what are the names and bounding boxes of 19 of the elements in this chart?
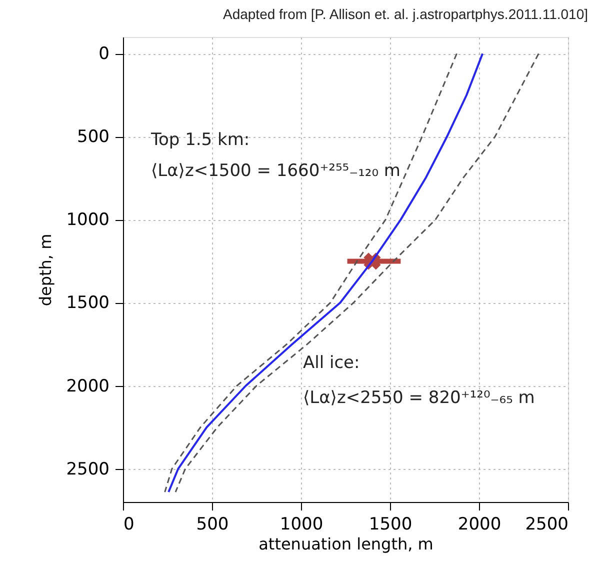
x-tick-label: 2000 — [458, 514, 502, 534]
text: Adapted from [P. Allison et. al. j.astropartphys.2011.11.010] — [222, 6, 588, 22]
y-tick-label: 1000 — [66, 210, 110, 230]
y-tick-label: 2500 — [66, 459, 110, 480]
x-tick-label: 1000 — [280, 514, 324, 534]
x-tick-label: 500 — [196, 514, 229, 534]
annotation: All ice: — [303, 353, 360, 373]
x-tick-label: 2500 — [525, 514, 568, 534]
y-tick-label: 1500 — [66, 293, 110, 314]
x-axis-title: attenuation length, m — [258, 534, 434, 554]
annotation: ⟨Lα⟩z<1500 = 1660⁺²⁵⁵₋₁₂₀ m — [151, 161, 400, 181]
x-tick-label: 0 — [124, 514, 134, 534]
y-tick-label: 2000 — [66, 376, 110, 396]
x-tick-label: 1500 — [368, 514, 412, 534]
y-axis-title: depth, m — [36, 234, 56, 306]
annotation: ⟨Lα⟩z<2550 = 820⁺¹²⁰₋₆₅ m — [303, 388, 535, 408]
y-tick-label: 500 — [77, 127, 110, 148]
annotation: Top 1.5 km: — [150, 130, 250, 150]
y-tick-label: 0 — [98, 44, 110, 64]
